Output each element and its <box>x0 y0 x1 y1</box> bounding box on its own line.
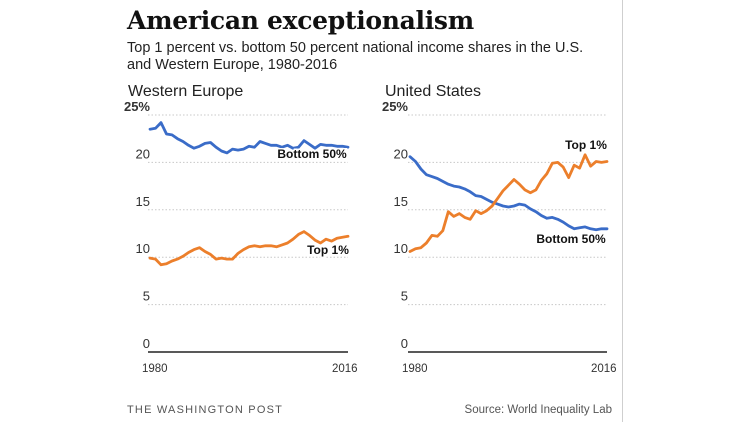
united-states-y-tick-label: 25% <box>382 99 408 114</box>
western-europe-bottom50-series-label: Bottom 50% <box>277 147 347 161</box>
right-frame-rule <box>622 0 623 422</box>
panel-title-western-europe: Western Europe <box>128 83 244 100</box>
united-states-y-tick-label: 10 <box>394 241 408 256</box>
western-europe-x-tick-label: 2016 <box>332 363 358 375</box>
western-europe-y-tick-label: 25% <box>124 99 150 114</box>
western-europe-y-tick-label: 15 <box>136 194 150 209</box>
united-states-y-tick-label: 5 <box>401 289 408 304</box>
western-europe-x-tick-label: 1980 <box>142 363 168 375</box>
source-note: Source: World Inequality Lab <box>464 404 612 416</box>
western-europe-y-tick-label: 10 <box>136 241 150 256</box>
western-europe-y-tick-label: 20 <box>136 146 150 161</box>
chart-subtitle: Top 1 percent vs. bottom 50 percent nati… <box>127 40 584 73</box>
western-europe-top1-series-label: Top 1% <box>307 243 349 257</box>
chart-title: American exceptionalism <box>127 6 474 35</box>
western-europe-y-tick-label: 5 <box>143 289 150 304</box>
united-states-y-tick-label: 0 <box>401 336 408 351</box>
publisher-credit: THE WASHINGTON POST <box>127 404 284 416</box>
united-states-x-tick-label: 1980 <box>402 363 428 375</box>
united-states-top1-line <box>408 153 609 253</box>
united-states-bottom50-series-label: Bottom 50% <box>536 232 606 246</box>
united-states-top1-series-label: Top 1% <box>565 138 607 152</box>
western-europe-top1-line <box>148 230 350 267</box>
united-states-y-tick-label: 15 <box>394 194 408 209</box>
united-states-bottom50-line <box>408 155 609 232</box>
western-europe-bottom50-line <box>148 121 350 155</box>
united-states-y-tick-label: 20 <box>394 146 408 161</box>
western-europe-y-tick-label: 0 <box>143 336 150 351</box>
panel-title-united-states: United States <box>385 83 482 100</box>
united-states-x-tick-label: 2016 <box>591 363 617 375</box>
